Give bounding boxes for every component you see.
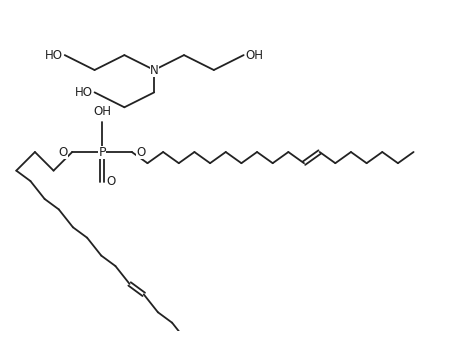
Text: HO: HO bbox=[45, 49, 63, 62]
Text: O: O bbox=[58, 146, 68, 158]
Text: N: N bbox=[150, 63, 158, 77]
Text: P: P bbox=[98, 146, 106, 158]
Text: O: O bbox=[136, 146, 145, 158]
Text: HO: HO bbox=[75, 86, 93, 99]
Text: O: O bbox=[107, 175, 116, 188]
Text: OH: OH bbox=[246, 49, 264, 62]
Text: OH: OH bbox=[93, 105, 111, 118]
